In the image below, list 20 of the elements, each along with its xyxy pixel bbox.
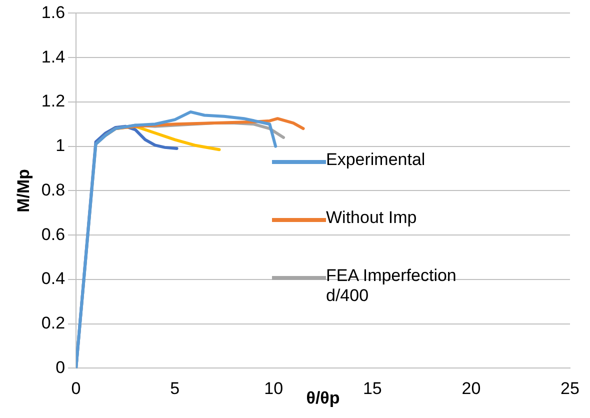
x-tick-label: 5 bbox=[170, 379, 180, 398]
y-tick-label: 1.2 bbox=[41, 92, 66, 111]
x-tick-label: 25 bbox=[560, 379, 580, 398]
y-axis-title: M/Mp bbox=[14, 168, 33, 212]
y-tick-label: 0.6 bbox=[41, 224, 66, 244]
y-tick-label: 0.8 bbox=[41, 180, 66, 200]
y-tick-label: 1.4 bbox=[41, 47, 66, 66]
y-tick-label: 0.4 bbox=[41, 269, 66, 288]
x-tick-label: 20 bbox=[462, 379, 481, 398]
y-tick-label: 0.2 bbox=[41, 314, 66, 333]
x-axis-title: θ/θp bbox=[306, 388, 340, 408]
x-tick-label: 15 bbox=[362, 379, 382, 398]
x-tick-label: 0 bbox=[71, 379, 81, 398]
y-tick-label: 0 bbox=[56, 358, 66, 377]
legend-label: Experimental bbox=[326, 150, 426, 170]
legend-label: FEA Imperfection d/400 bbox=[326, 266, 458, 306]
y-tick-label: 1.6 bbox=[41, 2, 66, 22]
y-tick-label: 1 bbox=[56, 136, 66, 156]
x-tick-label: 10 bbox=[264, 379, 284, 398]
legend-label: Without Imp bbox=[326, 208, 417, 228]
